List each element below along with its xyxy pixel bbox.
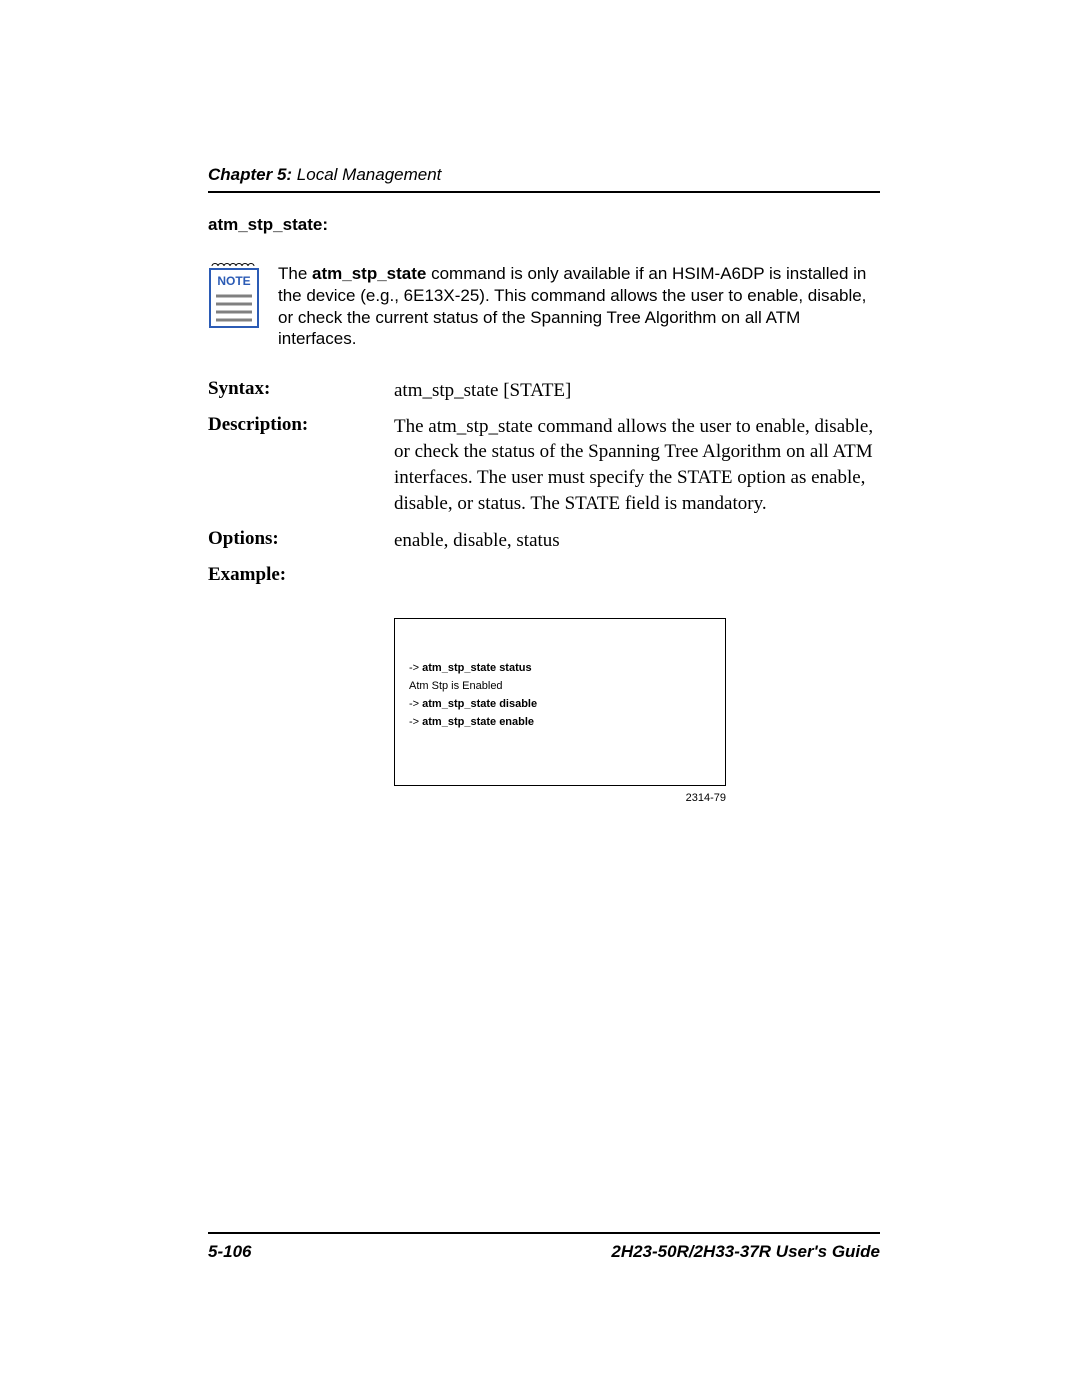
description-value: The atm_stp_state command allows the use… <box>394 414 880 517</box>
example-line4-prefix: -> <box>409 716 422 728</box>
chapter-label: Chapter 5: <box>208 165 292 184</box>
figure-reference: 2314-79 <box>394 792 726 804</box>
example-line-1: -> atm_stp_state status <box>409 659 711 677</box>
note-icon: NOTE <box>208 263 260 334</box>
example-line4-cmd: atm_stp_state enable <box>422 716 534 728</box>
example-line3-prefix: -> <box>409 698 422 710</box>
options-row: Options: enable, disable, status <box>208 528 880 554</box>
note-text-before: The <box>278 264 312 283</box>
example-line-2: Atm Stp is Enabled <box>409 677 711 695</box>
options-label: Options: <box>208 528 394 550</box>
running-header: Chapter 5: Local Management <box>208 165 880 193</box>
example-line1-prefix: -> <box>409 662 422 674</box>
note-command-name: atm_stp_state <box>312 264 426 283</box>
description-row: Description: The atm_stp_state command a… <box>208 414 880 517</box>
example-row: Example: <box>208 564 880 586</box>
example-label: Example: <box>208 564 394 586</box>
page-number: 5-106 <box>208 1242 251 1262</box>
example-line-3: -> atm_stp_state disable <box>409 695 711 713</box>
page: Chapter 5: Local Management atm_stp_stat… <box>0 0 1080 1397</box>
document-title: 2H23-50R/2H33-37R User's Guide <box>611 1242 880 1262</box>
options-value: enable, disable, status <box>394 528 560 554</box>
example-box-wrap: -> atm_stp_state status Atm Stp is Enabl… <box>394 618 880 804</box>
example-line1-cmd: atm_stp_state status <box>422 662 531 674</box>
chapter-title: Local Management <box>292 165 441 184</box>
note-block: NOTE The atm_stp_state command is only a… <box>208 263 880 350</box>
note-text: The atm_stp_state command is only availa… <box>278 263 880 350</box>
section-title: atm_stp_state: <box>208 215 880 235</box>
syntax-value: atm_stp_state [STATE] <box>394 378 571 404</box>
page-footer: 5-106 2H23-50R/2H33-37R User's Guide <box>208 1232 880 1262</box>
example-line-4: -> atm_stp_state enable <box>409 713 711 731</box>
description-label: Description: <box>208 414 394 436</box>
example-box: -> atm_stp_state status Atm Stp is Enabl… <box>394 618 726 786</box>
example-line3-cmd: atm_stp_state disable <box>422 698 537 710</box>
syntax-row: Syntax: atm_stp_state [STATE] <box>208 378 880 404</box>
note-label-text: NOTE <box>217 274 250 288</box>
syntax-label: Syntax: <box>208 378 394 400</box>
